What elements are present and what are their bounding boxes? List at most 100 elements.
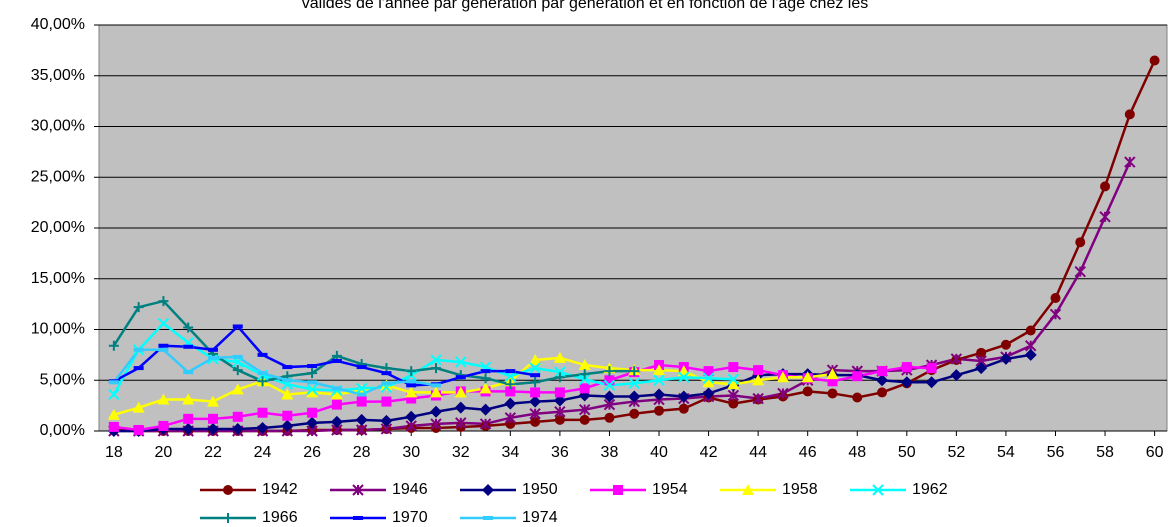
marker [752, 374, 765, 386]
marker [356, 392, 367, 397]
marker [1049, 308, 1062, 320]
x-tick-label: 36 [551, 444, 569, 461]
marker [158, 296, 169, 307]
marker [133, 347, 144, 352]
marker [232, 354, 243, 359]
marker [703, 366, 714, 377]
marker [306, 416, 319, 429]
marker [479, 382, 492, 394]
marker [330, 388, 343, 400]
x-tick-label: 46 [799, 444, 817, 461]
marker [727, 373, 740, 385]
marker [613, 485, 623, 495]
y-tick-label: 5,00% [40, 371, 85, 388]
marker [852, 371, 863, 382]
marker [742, 484, 754, 495]
marker [483, 516, 493, 520]
marker [950, 369, 963, 382]
y-tick-label: 40,00% [31, 16, 85, 33]
marker [355, 382, 368, 395]
marker [353, 516, 363, 520]
marker [133, 302, 144, 313]
marker [381, 381, 392, 386]
marker [482, 484, 494, 496]
x-tick-label: 22 [204, 444, 222, 461]
marker [232, 365, 243, 376]
marker [479, 403, 492, 416]
marker [108, 421, 119, 432]
marker [356, 396, 367, 407]
marker [975, 362, 988, 375]
marker [504, 397, 517, 410]
marker [505, 369, 516, 374]
marker [530, 416, 541, 427]
x-tick-label: 24 [254, 444, 272, 461]
marker [405, 386, 418, 398]
marker [431, 363, 442, 374]
marker [257, 407, 268, 418]
legend-label: 1962 [912, 481, 948, 498]
marker [999, 352, 1012, 365]
marker [331, 399, 342, 410]
marker [132, 401, 145, 413]
x-tick-label: 54 [997, 444, 1015, 461]
marker [454, 386, 467, 398]
marker [604, 412, 615, 423]
marker [1099, 211, 1111, 223]
marker [827, 376, 838, 387]
marker [231, 422, 244, 435]
marker [877, 387, 888, 398]
marker [206, 395, 219, 407]
marker [380, 414, 393, 427]
marker [554, 406, 566, 418]
marker [629, 408, 640, 419]
legend-label: 1954 [652, 481, 688, 498]
marker [183, 413, 194, 424]
marker [1050, 293, 1061, 304]
marker [405, 410, 418, 423]
series-line [112, 299, 635, 386]
marker [455, 375, 466, 380]
legend-label: 1970 [392, 509, 428, 526]
x-tick-label: 44 [749, 444, 767, 461]
legend-label: 1958 [782, 481, 818, 498]
marker [1124, 156, 1136, 168]
marker [108, 388, 120, 401]
marker [406, 366, 417, 377]
marker [352, 484, 364, 496]
marker [1000, 339, 1011, 350]
marker [108, 380, 119, 385]
y-tick-label: 35,00% [31, 67, 85, 84]
marker [702, 372, 715, 384]
chart-title: valides de l'année par génération par gé… [302, 0, 869, 12]
marker [728, 398, 739, 409]
marker [603, 379, 616, 392]
marker [530, 373, 541, 378]
marker [628, 377, 640, 390]
marker [281, 388, 294, 400]
marker [381, 371, 392, 376]
marker [777, 387, 789, 400]
marker [604, 366, 615, 377]
marker [530, 387, 541, 398]
marker [406, 383, 417, 388]
marker [223, 513, 233, 523]
marker [133, 366, 144, 371]
marker [430, 405, 443, 418]
marker [554, 387, 565, 398]
marker [1149, 55, 1160, 66]
marker [356, 365, 367, 370]
marker [901, 362, 912, 373]
marker [976, 347, 987, 358]
marker [232, 324, 243, 329]
marker [678, 371, 690, 383]
marker [480, 369, 491, 374]
marker [654, 405, 665, 416]
marker [579, 414, 590, 425]
marker [554, 372, 565, 383]
marker [183, 370, 194, 375]
legend-label: 1946 [392, 481, 428, 498]
x-tick-label: 20 [155, 444, 173, 461]
x-tick-label: 30 [402, 444, 420, 461]
x-tick-label: 50 [898, 444, 916, 461]
